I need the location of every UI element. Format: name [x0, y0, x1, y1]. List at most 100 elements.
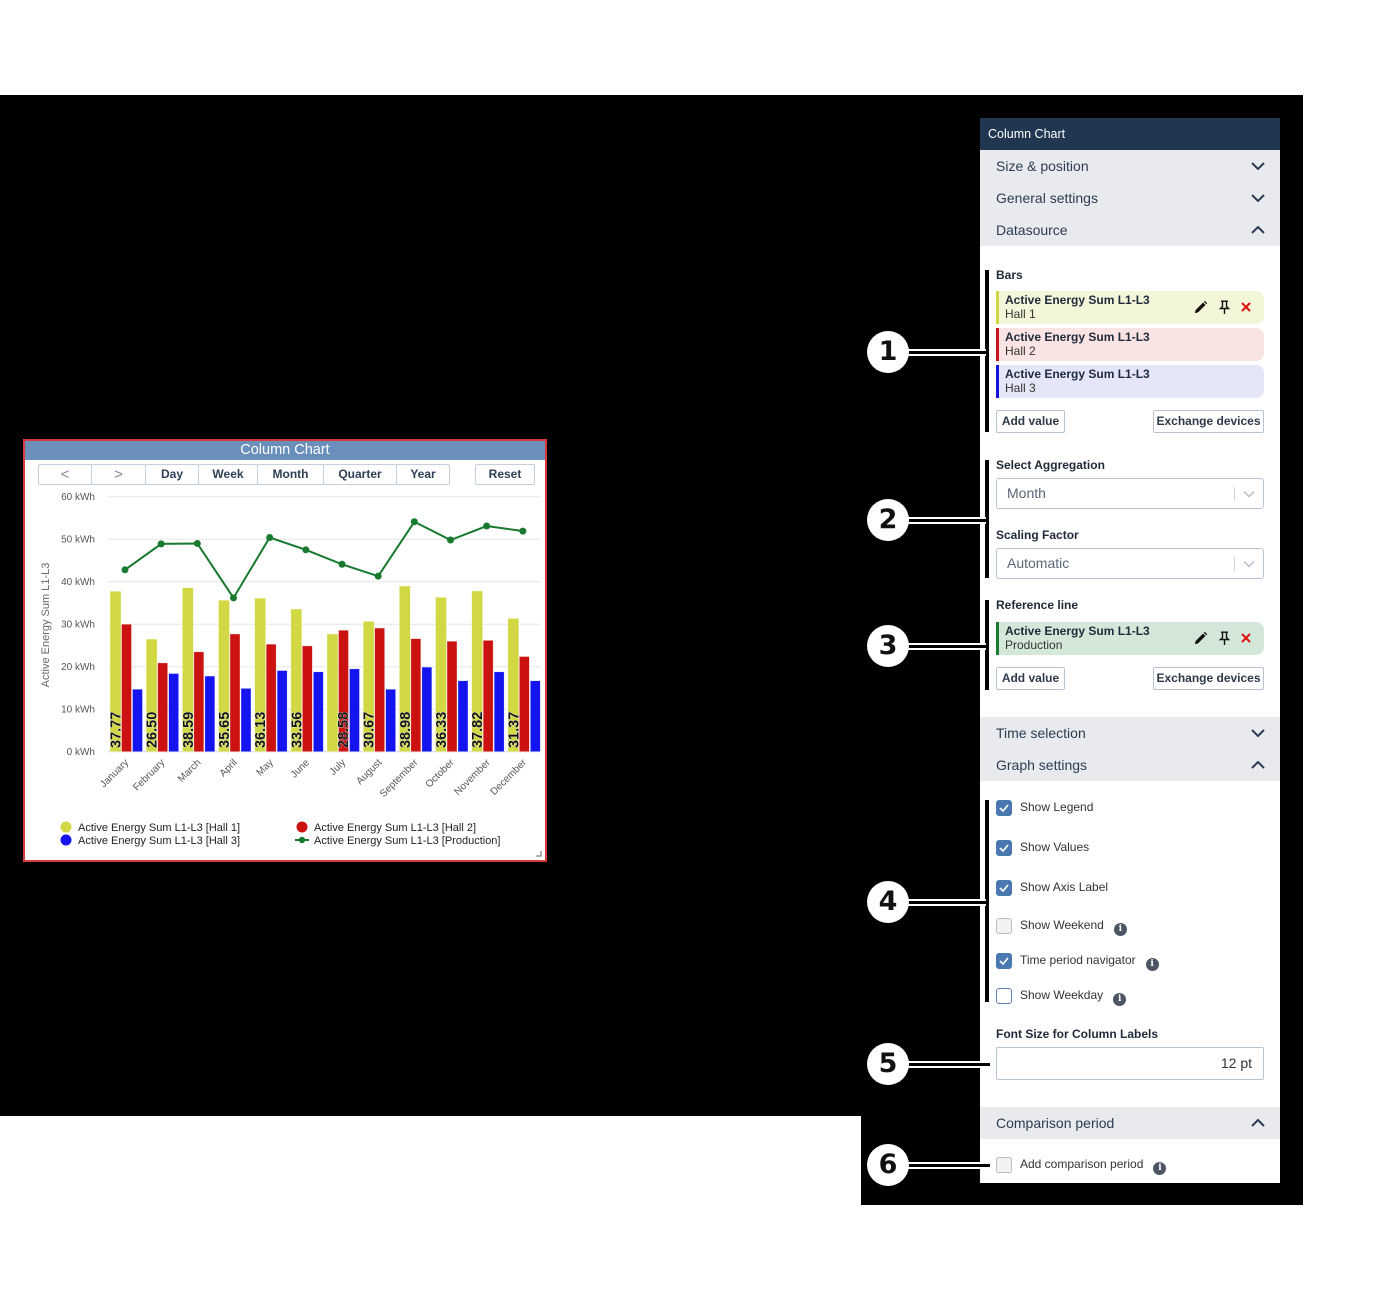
bar[interactable]	[507, 618, 520, 752]
bar-item-hall-1[interactable]: Active Energy Sum L1-L3 Hall 1	[996, 291, 1264, 324]
bar[interactable]	[276, 670, 288, 753]
add-comparison-period-checkbox[interactable]	[996, 1157, 1012, 1173]
section-time-selection[interactable]: Time selection	[980, 717, 1280, 749]
bar[interactable]	[421, 666, 433, 752]
bar[interactable]	[385, 688, 396, 752]
bar-item-hall-3[interactable]: Active Energy Sum L1-L3 Hall 3	[996, 365, 1264, 398]
line-point[interactable]	[519, 527, 527, 535]
reset-button[interactable]: Reset	[475, 464, 535, 485]
bar[interactable]	[240, 688, 252, 753]
info-icon[interactable]: i	[1145, 958, 1159, 971]
font-size-input[interactable]: 12 pt	[996, 1047, 1264, 1080]
line-point[interactable]	[447, 536, 454, 544]
bar[interactable]	[182, 587, 194, 753]
bar[interactable]	[338, 629, 349, 752]
value-label: 38.59	[181, 712, 197, 748]
section-size-position[interactable]: Size & position	[980, 150, 1280, 182]
bar[interactable]	[374, 627, 385, 753]
line-point[interactable]	[338, 560, 346, 568]
section-graph-settings[interactable]: Graph settings	[980, 749, 1280, 781]
bar[interactable]	[204, 675, 216, 752]
callout-connector-6	[908, 1162, 990, 1169]
line-point[interactable]	[157, 540, 165, 548]
info-icon[interactable]: i	[1153, 1162, 1167, 1175]
line-point[interactable]	[483, 522, 491, 530]
pin-icon[interactable]	[1217, 631, 1232, 646]
show-weekday-checkbox[interactable]	[996, 988, 1012, 1004]
line-point[interactable]	[230, 594, 237, 602]
bar[interactable]	[302, 645, 313, 752]
settings-panel: Column Chart Size & position General set…	[980, 118, 1280, 1183]
section-comparison-period[interactable]: Comparison period	[980, 1107, 1280, 1139]
bar[interactable]	[482, 640, 494, 752]
bars-exchange-devices-button[interactable]: Exchange devices	[1153, 410, 1264, 433]
remove-icon[interactable]	[1240, 301, 1252, 313]
line-point[interactable]	[193, 539, 201, 547]
bar[interactable]	[218, 599, 230, 752]
bar[interactable]	[265, 643, 277, 752]
quarter-button[interactable]: Quarter	[323, 464, 397, 485]
pin-icon[interactable]	[1217, 300, 1232, 315]
bar[interactable]	[519, 656, 530, 752]
callout-badge-4: 4	[867, 881, 909, 923]
show-axis-label-checkbox[interactable]	[996, 880, 1012, 896]
bar[interactable]	[313, 671, 324, 752]
bar[interactable]	[326, 633, 339, 752]
line-point[interactable]	[374, 572, 382, 580]
bar[interactable]	[530, 680, 541, 752]
reference-add-value-button[interactable]: Add value	[996, 667, 1065, 690]
bar[interactable]	[471, 590, 483, 753]
bar[interactable]	[446, 640, 458, 753]
info-icon[interactable]: i	[1113, 993, 1127, 1006]
bar[interactable]	[457, 680, 469, 752]
remove-icon[interactable]	[1240, 632, 1252, 644]
info-icon[interactable]: i	[1113, 923, 1127, 936]
option-label: Add comparison period i	[1020, 1156, 1167, 1175]
bar[interactable]	[193, 651, 205, 753]
show-weekend-checkbox[interactable]	[996, 918, 1012, 934]
month-button[interactable]: Month	[257, 464, 324, 485]
bar[interactable]	[349, 668, 360, 753]
bar[interactable]	[493, 671, 505, 752]
section-general-settings[interactable]: General settings	[980, 182, 1280, 214]
bar[interactable]	[399, 585, 411, 752]
line-point[interactable]	[302, 546, 310, 554]
callout-connector-1	[908, 349, 986, 356]
bar[interactable]	[229, 633, 241, 752]
bar[interactable]	[362, 621, 375, 752]
reference-line	[124, 520, 523, 600]
bar[interactable]	[290, 608, 303, 753]
bar[interactable]	[132, 688, 143, 752]
legend-item[interactable]: Active Energy Sum L1-L3 [Production]	[295, 835, 500, 847]
bar[interactable]	[435, 596, 447, 752]
bar[interactable]	[410, 638, 422, 753]
legend-item[interactable]: Active Energy Sum L1-L3 [Hall 3]	[60, 834, 241, 848]
bar[interactable]	[168, 673, 179, 752]
pencil-icon[interactable]	[1193, 631, 1208, 646]
show-values-checkbox[interactable]	[996, 840, 1012, 856]
show-legend-checkbox[interactable]	[996, 800, 1012, 816]
resize-handle-icon[interactable]	[536, 851, 542, 857]
bar[interactable]	[109, 590, 122, 752]
bars-add-value-button[interactable]: Add value	[996, 410, 1065, 433]
section-datasource[interactable]: Datasource	[980, 214, 1280, 246]
aggregation-select[interactable]: Month	[996, 478, 1264, 509]
reference-item-production[interactable]: Active Energy Sum L1-L3 Production	[996, 622, 1264, 655]
bar[interactable]	[145, 638, 158, 753]
line-point[interactable]	[121, 566, 129, 574]
bar[interactable]	[157, 662, 168, 752]
prev-period-button[interactable]: <	[38, 464, 92, 485]
time-period-navigator-checkbox[interactable]	[996, 953, 1012, 969]
bar[interactable]	[254, 597, 266, 753]
bar[interactable]	[121, 623, 132, 753]
pencil-icon[interactable]	[1193, 300, 1208, 315]
year-button[interactable]: Year	[396, 464, 450, 485]
scaling-factor-select[interactable]: Automatic	[996, 548, 1264, 579]
legend-item[interactable]: Active Energy Sum L1-L3 [Hall 1]	[60, 821, 241, 835]
bar-item-hall-2[interactable]: Active Energy Sum L1-L3 Hall 2	[996, 328, 1264, 361]
legend-item[interactable]: Active Energy Sum L1-L3 [Hall 2]	[296, 821, 477, 835]
line-point[interactable]	[266, 534, 274, 541]
line-point[interactable]	[410, 518, 418, 526]
column-chart-widget[interactable]: Column Chart < > Day Week Month Quarter …	[23, 439, 547, 862]
reference-exchange-devices-button[interactable]: Exchange devices	[1153, 667, 1264, 690]
